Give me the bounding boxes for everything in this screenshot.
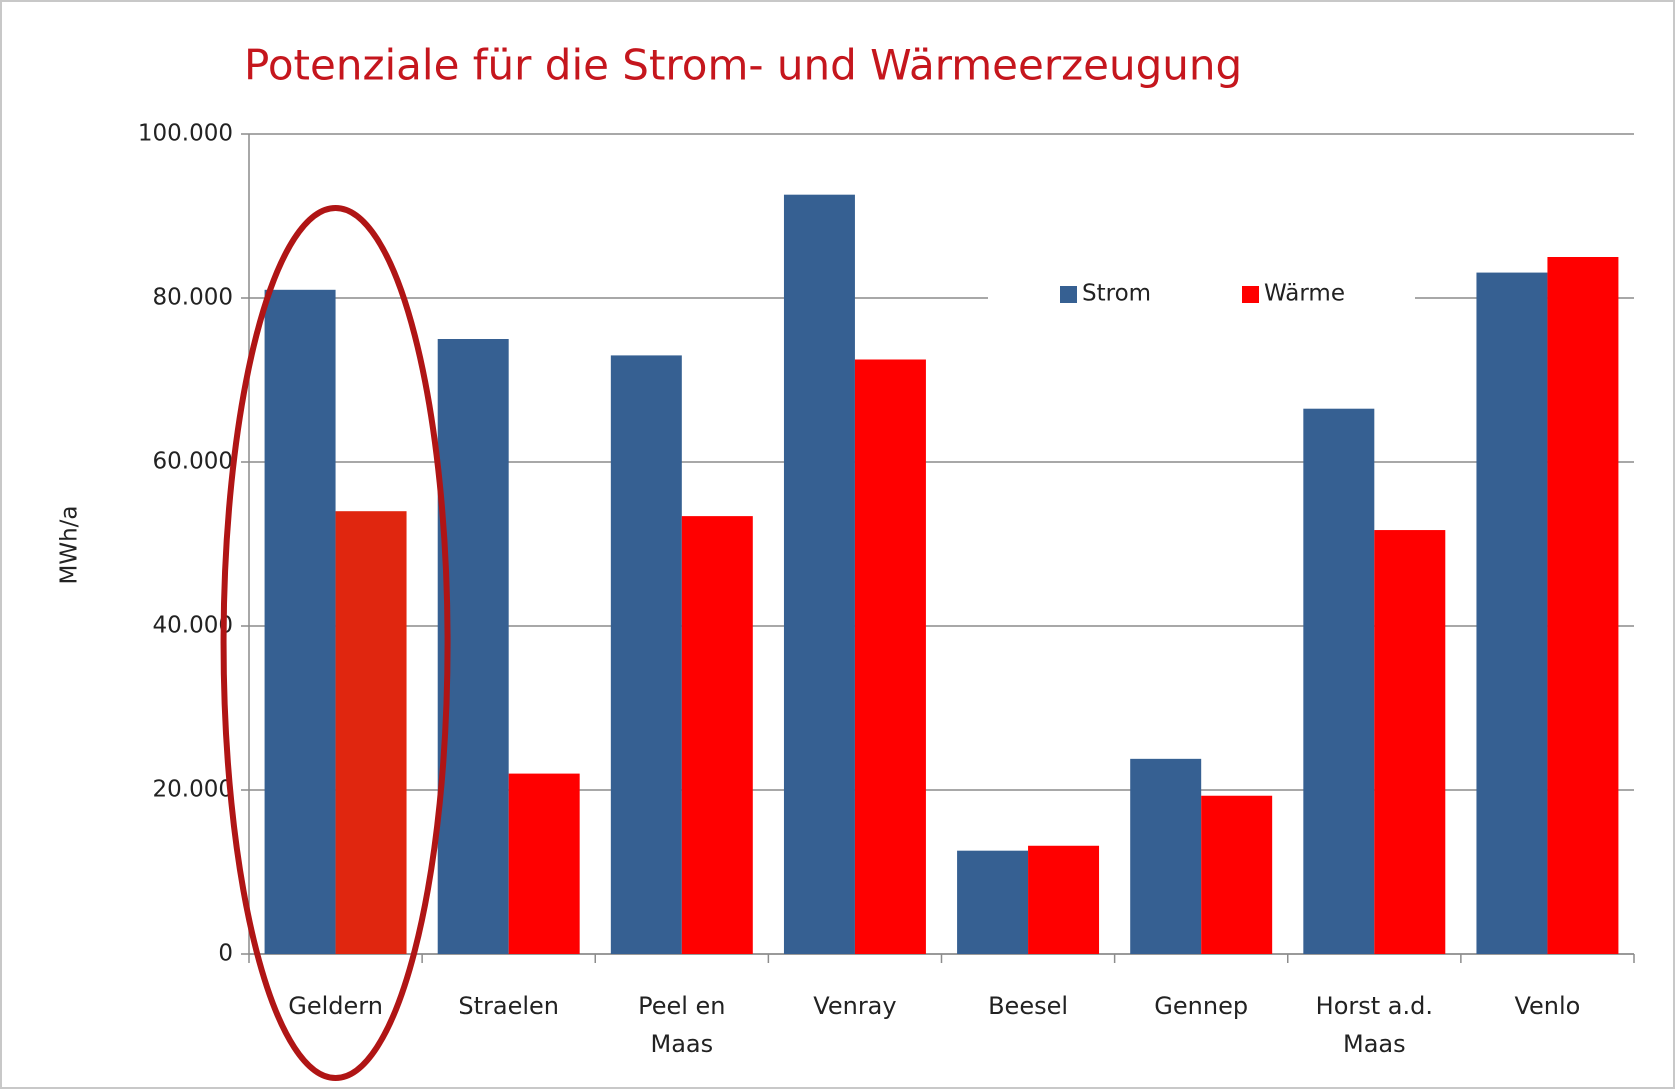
y-axis-label: MWh/a	[57, 505, 83, 584]
x-tick-label: Straelen	[458, 992, 559, 1020]
legend-swatch	[1242, 286, 1259, 303]
bar	[681, 516, 753, 954]
bar	[957, 850, 1029, 954]
y-tick-label: 20.000	[153, 777, 233, 803]
legend-background	[988, 272, 1415, 316]
y-tick-label: 100.000	[138, 121, 233, 147]
bar	[508, 773, 580, 954]
legend-label: Wärme	[1264, 281, 1345, 307]
bar	[1547, 257, 1619, 954]
highlight-ellipse	[220, 205, 451, 1081]
bar	[854, 359, 926, 954]
bar	[264, 289, 336, 954]
bar	[335, 511, 407, 954]
legend-label: Strom	[1082, 281, 1151, 307]
bar	[1201, 795, 1273, 954]
y-tick-label: 40.000	[153, 613, 233, 639]
x-tick-label: Horst a.d. Maas	[1315, 992, 1433, 1058]
y-tick-label: 80.000	[153, 285, 233, 311]
bar	[1374, 530, 1446, 954]
bar	[1028, 845, 1100, 954]
bar	[1130, 758, 1202, 954]
y-tick-label: 0	[218, 941, 233, 967]
bar	[783, 194, 855, 954]
bar	[1476, 272, 1548, 955]
x-tick-label: Geldern	[288, 992, 383, 1020]
x-tick-label: Venray	[813, 992, 897, 1020]
x-tick-label: Gennep	[1154, 992, 1249, 1020]
x-tick-label: Peel en Maas	[638, 992, 726, 1058]
chart-title: Potenziale für die Strom- und Wärmeerzeu…	[244, 41, 1242, 90]
bar	[610, 355, 682, 954]
x-tick-label: Beesel	[988, 992, 1069, 1020]
bar	[1303, 408, 1375, 954]
legend-swatch	[1060, 286, 1077, 303]
y-tick-label: 60.000	[153, 449, 233, 475]
x-tick-label: Venlo	[1514, 992, 1581, 1020]
